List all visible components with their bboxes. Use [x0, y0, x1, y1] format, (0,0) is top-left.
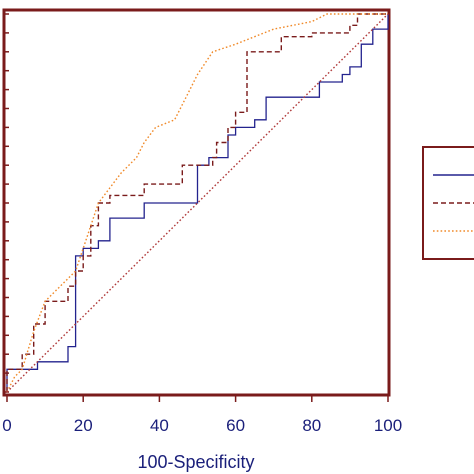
x-axis-title: 100-Specificity	[137, 452, 254, 472]
roc-curve-1	[6, 14, 389, 392]
x-tick-label: 60	[226, 416, 245, 435]
y-tick-marks	[4, 13, 9, 393]
x-tick-label: 80	[302, 416, 321, 435]
series-layer	[6, 13, 389, 393]
x-tick-label: 40	[150, 416, 169, 435]
x-tick-label: 20	[74, 416, 93, 435]
x-tick-label: 100	[374, 416, 402, 435]
x-tick-marks	[6, 395, 389, 402]
x-tick-label: 0	[2, 416, 11, 435]
x-tick-labels: 0 20 40 60 80 100	[2, 416, 402, 435]
legend	[422, 146, 474, 260]
roc-curve-3	[6, 13, 388, 393]
